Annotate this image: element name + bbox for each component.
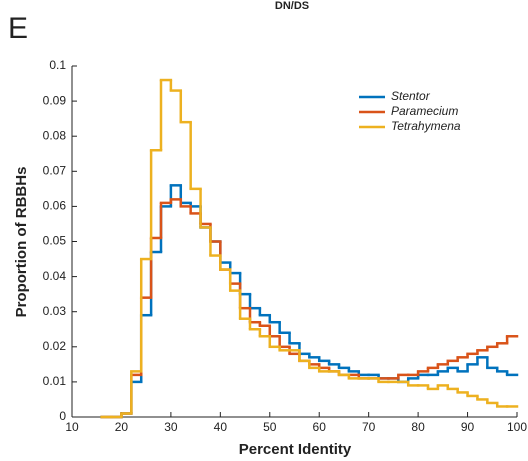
x-tick-label: 90 [461,420,475,434]
x-tick-label: 50 [263,420,277,434]
x-tick-label: 80 [411,420,425,434]
y-tick-label: 0.02 [43,339,67,353]
y-tick-label: 0.09 [43,93,67,107]
y-tick-label: 0.01 [43,374,67,388]
legend-label: Stentor [391,89,431,103]
y-tick-label: 0.06 [43,199,67,213]
y-tick-label: 0.08 [43,128,67,142]
x-axis-label: Percent Identity [239,441,352,458]
x-tick-label: 100 [507,420,527,434]
y-axis-label: Proportion of RBBHs [13,167,30,318]
chart-title: DN/DS [275,0,309,12]
y-tick-label: 0.03 [43,304,67,318]
legend-label: Tetrahymena [391,119,461,133]
x-tick-label: 40 [214,420,228,434]
panel-label: E [8,12,28,45]
x-tick-label: 10 [65,420,79,434]
y-tick-label: 0.05 [43,234,67,248]
y-tick-label: 0.1 [49,58,66,72]
legend-label: Paramecium [391,104,458,118]
y-tick-label: 0.04 [43,269,67,283]
x-tick-label: 30 [164,420,178,434]
y-tick-label: 0 [59,409,66,423]
x-tick-label: 20 [115,420,129,434]
x-tick-label: 60 [313,420,327,434]
x-tick-label: 70 [362,420,376,434]
y-tick-label: 0.07 [43,163,67,177]
